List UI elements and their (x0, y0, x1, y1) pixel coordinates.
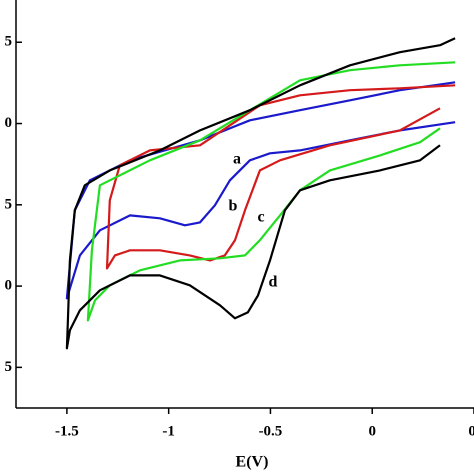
cv-curve (105, 84, 456, 270)
y-tick-label: 5 (5, 359, 13, 375)
curve-label: c (257, 209, 264, 226)
curve-label: a (233, 151, 241, 168)
y-tick-label: 0 (5, 278, 13, 294)
x-tick-label: 0. (468, 423, 474, 439)
y-tick-label: 5 (5, 196, 13, 212)
x-tick-label: -1 (162, 423, 175, 439)
x-axis-label: E(V) (236, 454, 269, 471)
y-tick-label: 0 (5, 115, 13, 131)
x-tick-label: 0 (368, 423, 376, 439)
curve-label: d (269, 274, 278, 291)
cv-curve (65, 81, 456, 300)
x-tick-label: -1.5 (55, 423, 79, 439)
cv-curve (65, 37, 456, 350)
y-tick-label: 5 (5, 34, 13, 50)
x-tick-label: -0.5 (259, 423, 283, 439)
curve-label: b (229, 198, 238, 215)
